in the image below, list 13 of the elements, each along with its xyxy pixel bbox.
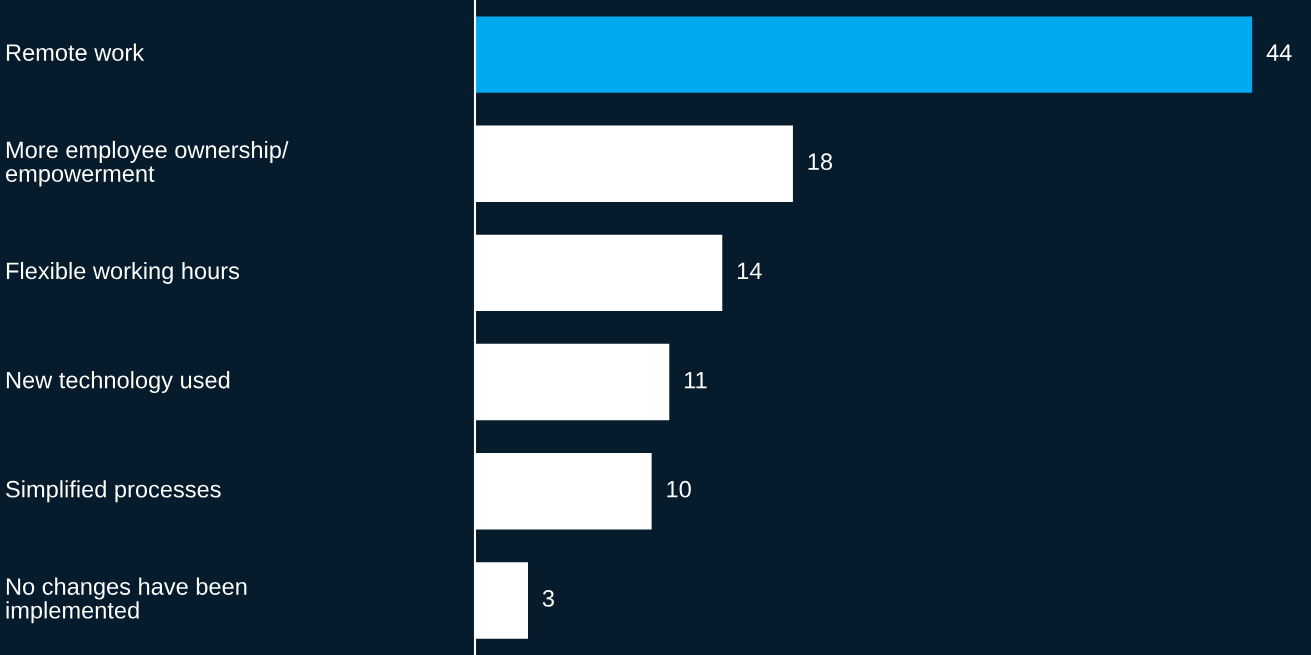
bar	[475, 16, 1253, 93]
y-tick-label: No changes have been implemented	[6, 577, 247, 624]
y-tick-label: More employee ownership/ empowerment	[6, 140, 289, 187]
data-label: 14	[737, 262, 762, 280]
y-tick-label: Remote work	[6, 43, 145, 61]
data-label: 18	[808, 153, 833, 171]
data-label: 11	[684, 371, 707, 389]
y-tick-label: New technology used	[6, 371, 230, 394]
y-tick-label: Flexible working hours	[6, 261, 240, 284]
y-tick-label: Simplified processes	[6, 480, 221, 503]
data-label: 44	[1266, 44, 1292, 61]
data-label: 3	[542, 590, 554, 607]
data-label: 10	[667, 480, 691, 498]
